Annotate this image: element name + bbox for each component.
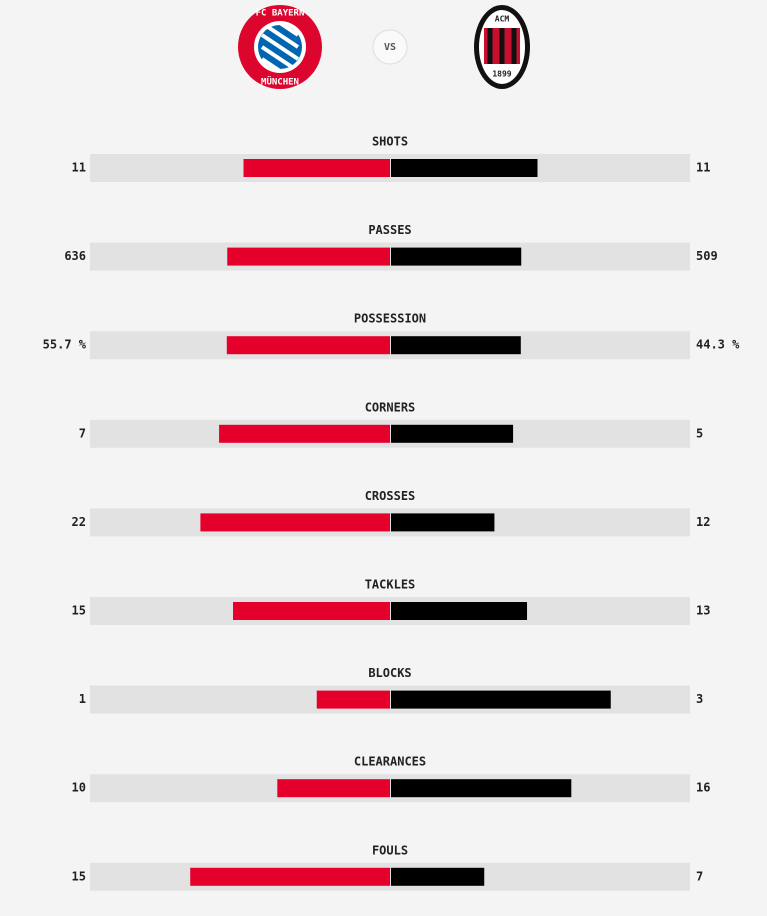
away-bar xyxy=(391,513,495,532)
home-value: 636 xyxy=(64,249,86,263)
away-bar xyxy=(391,867,485,886)
stat-label: SHOTS xyxy=(372,135,408,149)
home-value: 15 xyxy=(72,869,86,883)
home-value: 11 xyxy=(72,161,86,175)
stat-label: PASSES xyxy=(368,223,411,237)
vs-badge xyxy=(372,29,408,65)
away-value: 44.3 % xyxy=(696,338,740,352)
home-value: 1 xyxy=(79,692,86,706)
away-bar xyxy=(391,779,572,798)
away-value: 13 xyxy=(696,604,710,618)
away-logo-text: ACM xyxy=(495,15,510,24)
home-value: 22 xyxy=(72,515,86,529)
away-value: 7 xyxy=(696,869,703,883)
stat-label: POSSESSION xyxy=(354,312,426,326)
home-bar xyxy=(243,159,390,177)
home-bar xyxy=(277,779,390,798)
away-bar xyxy=(391,159,538,177)
away-bar xyxy=(391,424,514,443)
away-value: 11 xyxy=(696,161,710,175)
home-logo: FC BAYERN MÜNCHEN xyxy=(238,5,322,89)
home-bar xyxy=(316,690,390,709)
away-bar xyxy=(391,336,521,355)
home-bar xyxy=(190,867,390,886)
stat-label: FOULS xyxy=(372,843,408,857)
home-logo-text: MÜNCHEN xyxy=(261,77,299,88)
away-value: 16 xyxy=(696,781,710,795)
home-bar xyxy=(233,602,390,620)
stat-label: CORNERS xyxy=(365,400,416,414)
home-bar xyxy=(226,336,390,355)
home-value: 15 xyxy=(72,604,86,618)
stat-label: BLOCKS xyxy=(368,666,411,680)
stat-label: CROSSES xyxy=(365,489,416,503)
away-bar xyxy=(391,690,611,709)
stat-label: TACKLES xyxy=(365,578,416,592)
away-value: 3 xyxy=(696,692,703,706)
away-value: 12 xyxy=(696,515,710,529)
away-logo-text: 1899 xyxy=(492,70,511,79)
home-bar xyxy=(200,513,390,532)
home-value: 55.7 % xyxy=(43,338,87,352)
home-bar xyxy=(227,247,390,266)
away-bar xyxy=(391,602,528,620)
home-bar xyxy=(219,424,390,443)
away-bar xyxy=(391,247,522,266)
away-logo: ACM 1899 xyxy=(474,5,530,89)
vs-text: VS xyxy=(384,42,396,53)
away-value: 5 xyxy=(696,426,703,440)
home-value: 10 xyxy=(72,781,86,795)
home-value: 7 xyxy=(79,426,86,440)
stat-label: CLEARANCES xyxy=(354,755,426,769)
home-logo-text: FC BAYERN xyxy=(256,9,305,19)
away-value: 509 xyxy=(696,249,718,263)
